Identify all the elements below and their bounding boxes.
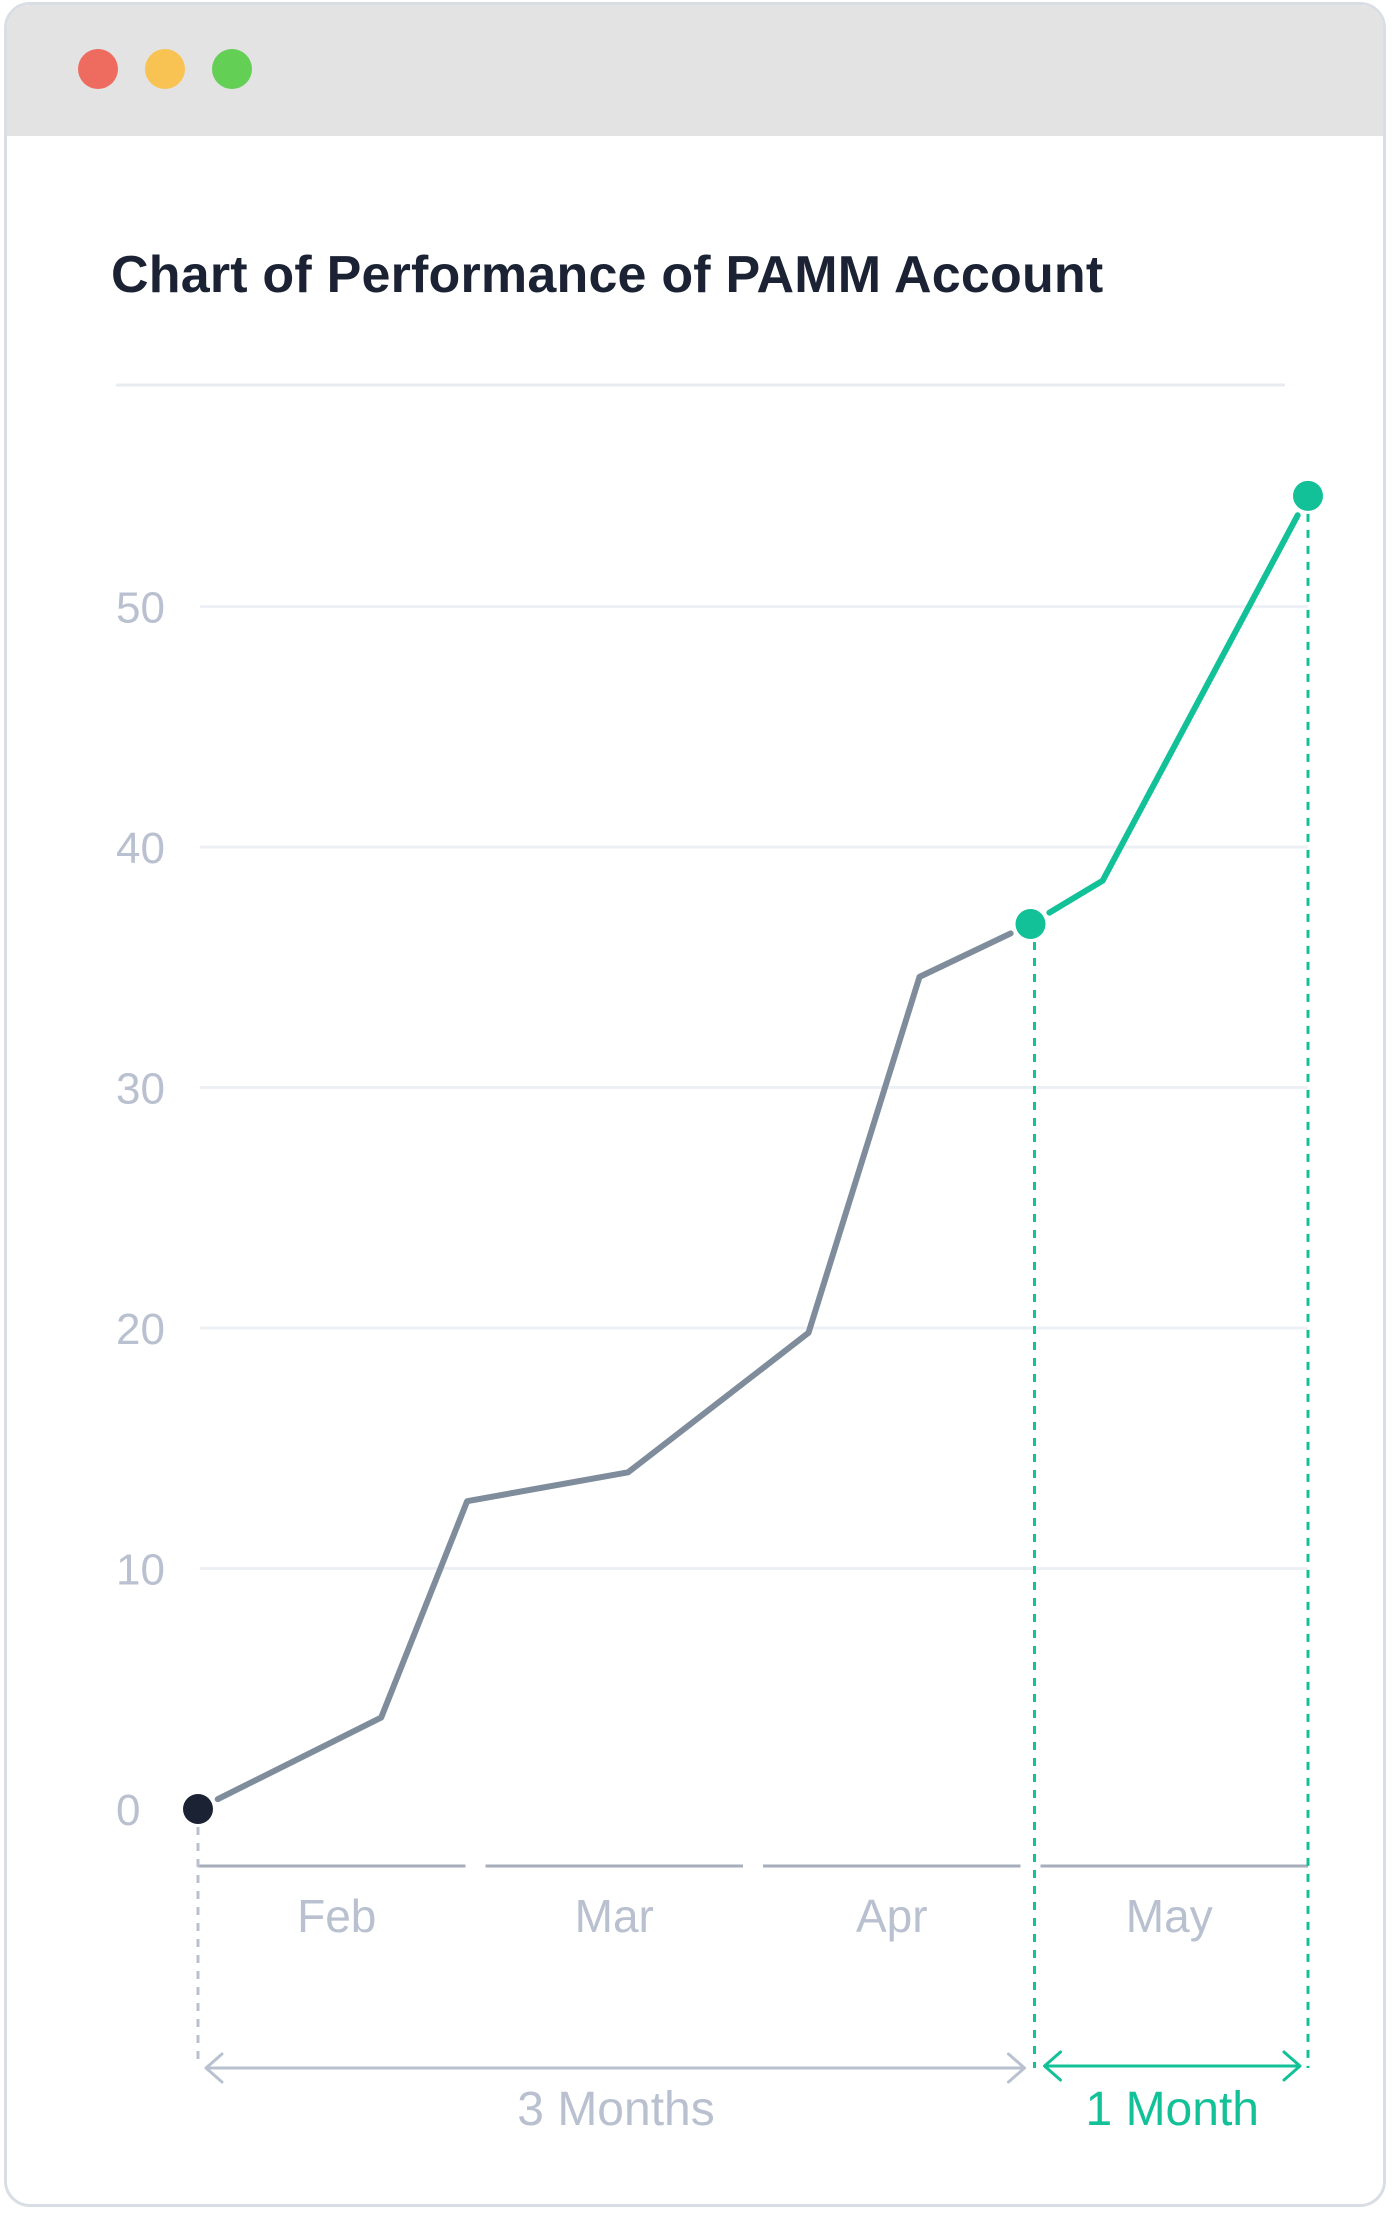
- start-point: [183, 1794, 213, 1824]
- y-tick-label-50: 50: [116, 584, 165, 633]
- end-point: [1293, 480, 1323, 511]
- span-arrow-left-0: [204, 2052, 224, 2084]
- x-tick-label-may: May: [1126, 1890, 1213, 1942]
- series-line-last-month: [1046, 512, 1301, 916]
- span-arrow-right-0: [1007, 2052, 1026, 2084]
- series-points: [183, 480, 1323, 2068]
- mid-point: [1015, 908, 1046, 939]
- window-titlebar: [7, 5, 1383, 136]
- y-tick-label-40: 40: [116, 824, 165, 873]
- span-arrow-left-1: [1043, 2050, 1062, 2082]
- x-tick-label-feb: Feb: [297, 1890, 376, 1942]
- series-lines: [214, 512, 1301, 1803]
- y-tick-label-30: 30: [116, 1065, 165, 1114]
- maximize-window-icon[interactable]: [212, 49, 252, 89]
- close-window-icon[interactable]: [78, 49, 118, 89]
- x-tick-label-apr: Apr: [856, 1890, 928, 1942]
- minimize-window-icon[interactable]: [145, 49, 185, 89]
- series-line-first-3-months: [214, 930, 1014, 1803]
- period-spans: 3 Months 1 Month: [204, 2050, 1302, 2136]
- span-label-0: 3 Months: [517, 2083, 714, 2136]
- grid-lines: [200, 605, 1308, 1570]
- y-tick-label-10: 10: [116, 1546, 165, 1595]
- x-axis: Feb Mar Apr May: [198, 1864, 1308, 1942]
- span-label-1: 1 Month: [1086, 2083, 1259, 2136]
- y-axis-tick-labels: 0 10 20 30 40 50: [116, 584, 165, 1836]
- span-arrow-right-1: [1282, 2050, 1302, 2082]
- y-tick-label-0: 0: [116, 1786, 140, 1835]
- y-tick-label-20: 20: [116, 1305, 165, 1354]
- chart-title: Chart of Performance of PAMM Account: [111, 246, 1104, 304]
- x-tick-label-mar: Mar: [575, 1890, 654, 1942]
- browser-window: Chart of Performance of PAMM Account: [4, 2, 1386, 2207]
